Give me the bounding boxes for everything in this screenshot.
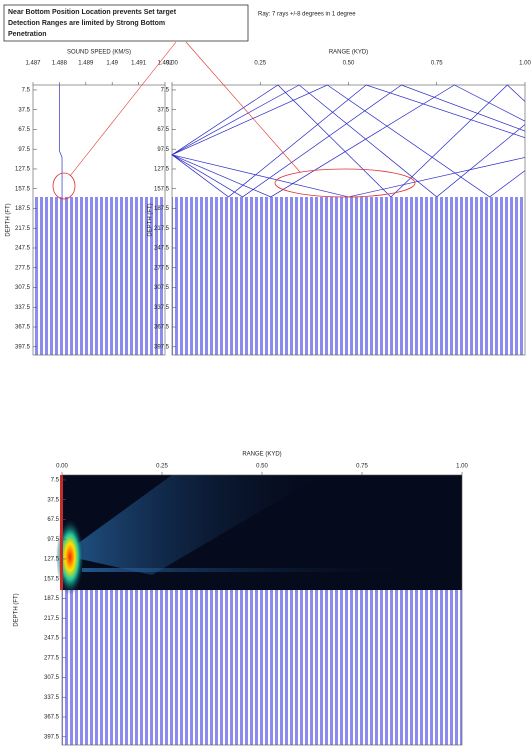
- y-tick-label: 37.5: [18, 107, 30, 113]
- series-line: [171, 84, 526, 198]
- y-tick-label: 337.5: [15, 305, 31, 311]
- x-axis-label: RANGE (KYD): [329, 50, 368, 56]
- y-axis-label: DEPTH (FT): [14, 593, 20, 626]
- y-tick-label: 247.5: [15, 246, 31, 252]
- x-tick-label: 1.00: [519, 61, 531, 67]
- x-tick-label: 1.49: [106, 61, 118, 67]
- callout: [274, 168, 416, 198]
- x-tick-label: 1.00: [456, 464, 468, 470]
- plot-frame: [32, 84, 166, 356]
- sediment: [62, 590, 462, 745]
- series-line: [59, 85, 63, 197]
- x-tick-label: 1.492: [157, 61, 173, 67]
- y-tick-label: 127.5: [44, 557, 60, 563]
- y-tick-label: 97.5: [47, 537, 59, 543]
- field-cone: [62, 475, 322, 575]
- y-tick-label: 397.5: [154, 344, 170, 350]
- callout-line: [69, 41, 177, 177]
- y-tick-label: 127.5: [15, 167, 31, 173]
- y-tick-label: 217.5: [154, 226, 170, 232]
- y-tick-label: 37.5: [47, 497, 59, 503]
- y-tick-label: 127.5: [154, 167, 170, 173]
- x-tick-label: 0.25: [156, 464, 168, 470]
- x-tick-label: 0.75: [356, 464, 368, 470]
- callout: [52, 172, 76, 200]
- y-tick-label: 67.5: [157, 127, 169, 133]
- y-tick-label: 367.5: [154, 325, 170, 331]
- x-tick-label: 1.487: [25, 61, 41, 67]
- charts: SOUND SPEED (KM/S) DEPTH (FT) 1.487 1.488 1.…: [6, 50, 531, 746]
- y-tick-label: 7.5: [161, 88, 170, 94]
- y-tick-label: 7.5: [51, 478, 60, 484]
- y-tick-label: 307.5: [15, 285, 31, 291]
- y-tick-label: 97.5: [18, 147, 30, 153]
- y-tick-label: 187.5: [44, 596, 60, 602]
- y-tick-label: 367.5: [44, 715, 60, 721]
- y-tick-label: 277.5: [154, 265, 170, 271]
- y-tick-label: 157.5: [154, 186, 170, 192]
- series-line: [171, 84, 526, 198]
- y-tick-label: 397.5: [44, 734, 60, 740]
- y-axis-label: DEPTH (FT): [6, 203, 12, 236]
- y-tick-label: 67.5: [18, 127, 30, 133]
- callouts: [52, 41, 416, 200]
- y-tick-label: 157.5: [15, 186, 31, 192]
- y-tick-label: 157.5: [44, 576, 60, 582]
- source-edge: [60, 475, 63, 590]
- y-tick-label: 337.5: [154, 305, 170, 311]
- x-tick-label: 1.488: [52, 61, 68, 67]
- y-tick-label: 67.5: [47, 517, 59, 523]
- annotation-line: Penetration: [8, 31, 47, 38]
- y-tick-label: 277.5: [15, 265, 31, 271]
- callout-line: [185, 41, 301, 173]
- series-line: [171, 84, 526, 198]
- x-tick-label: 0.00: [166, 61, 178, 67]
- y-tick-label: 7.5: [22, 88, 31, 94]
- series-line: [171, 84, 526, 198]
- series-line: [171, 84, 526, 198]
- x-tick-label: 1.489: [78, 61, 94, 67]
- x-axis-label: RANGE (KYD): [242, 452, 281, 458]
- y-tick-label: 37.5: [157, 107, 169, 113]
- annotation-line: Near Bottom Position Location prevents S…: [8, 9, 177, 16]
- x-axis-label: SOUND SPEED (KM/S): [67, 50, 131, 56]
- y-tick-label: 397.5: [15, 344, 31, 350]
- y-tick-label: 247.5: [154, 246, 170, 252]
- y-tick-label: 307.5: [154, 285, 170, 291]
- y-axis-label: DEPTH (FT): [148, 203, 154, 236]
- x-tick-label: 0.00: [56, 464, 68, 470]
- ray-note: Ray: 7 rays +/-8 degrees in 1 degree: [258, 12, 356, 18]
- y-tick-label: 367.5: [15, 325, 31, 331]
- y-tick-label: 247.5: [44, 636, 60, 642]
- y-tick-label: 187.5: [154, 206, 170, 212]
- field-trail: [82, 568, 402, 572]
- sediment: [172, 197, 525, 355]
- y-tick-label: 217.5: [15, 226, 31, 232]
- annotation-line: Detection Ranges are limited by Strong B…: [8, 20, 165, 27]
- y-tick-label: 187.5: [15, 206, 31, 212]
- y-tick-label: 277.5: [44, 655, 60, 661]
- series-line: [171, 84, 526, 198]
- y-tick-label: 217.5: [44, 616, 60, 622]
- annotation-box: Near Bottom Position Location prevents S…: [3, 4, 249, 42]
- y-tick-label: 307.5: [44, 675, 60, 681]
- x-tick-label: 0.75: [431, 61, 443, 67]
- x-tick-label: 0.25: [254, 61, 266, 67]
- x-tick-label: 1.491: [131, 61, 147, 67]
- y-tick-label: 337.5: [44, 695, 60, 701]
- annotation-frame: [3, 4, 249, 42]
- x-tick-label: 0.50: [343, 61, 355, 67]
- sediment: [33, 197, 165, 355]
- series-line: [171, 154, 526, 198]
- x-tick-label: 0.50: [256, 464, 268, 470]
- y-tick-label: 97.5: [157, 147, 169, 153]
